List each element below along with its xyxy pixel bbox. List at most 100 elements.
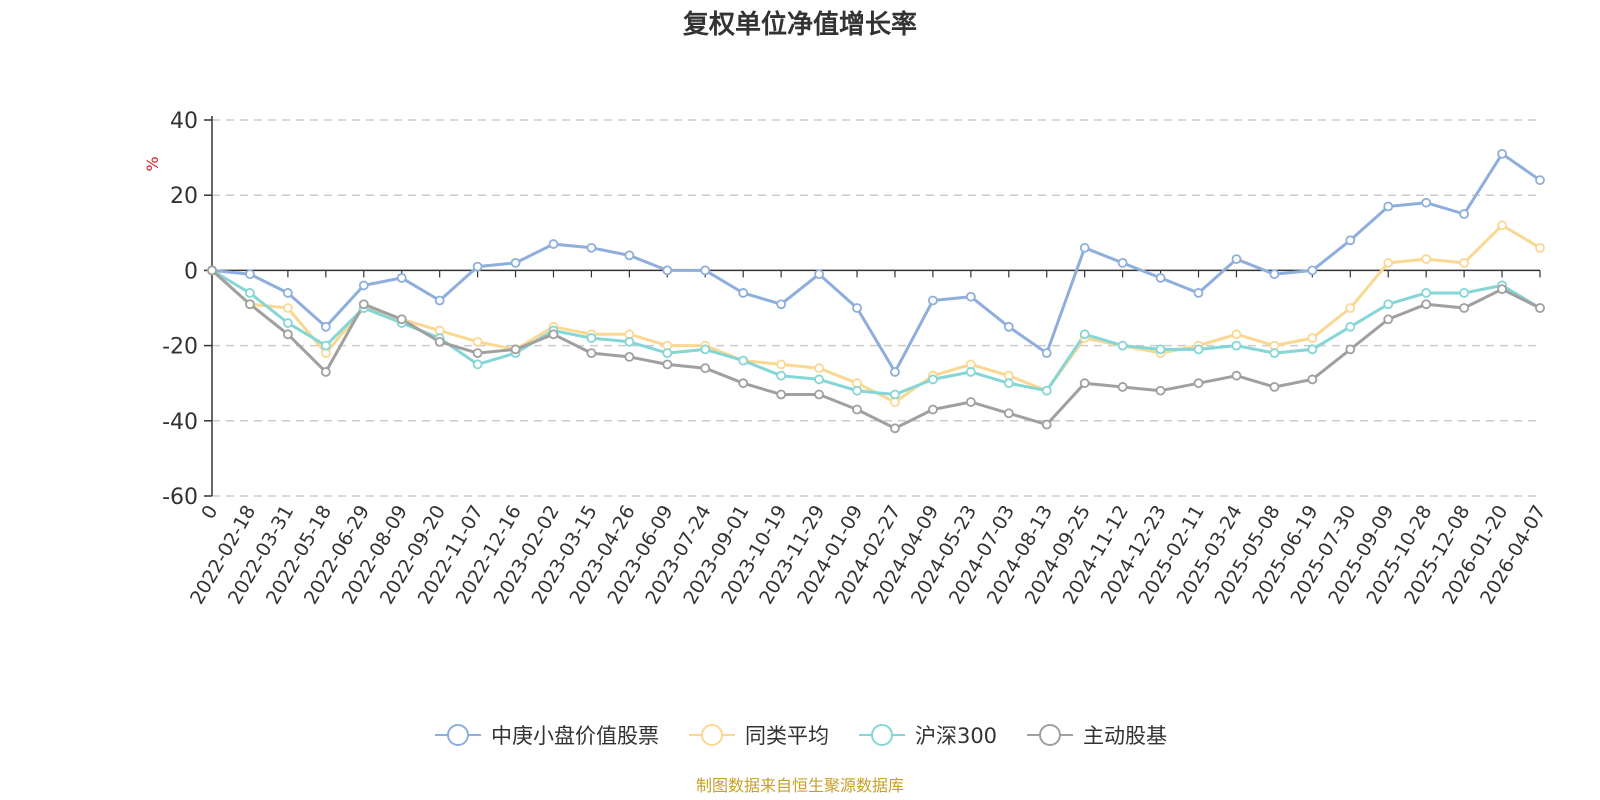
- x-tick-label: 0: [197, 502, 222, 523]
- data-point: [1497, 220, 1507, 231]
- data-point: [472, 359, 483, 370]
- series-line: [210, 268, 1542, 396]
- data-point: [320, 340, 331, 351]
- data-point: [472, 348, 483, 359]
- data-point: [1003, 408, 1014, 419]
- series-markers-3: [207, 265, 1545, 434]
- legend-marker-csi300-icon: [858, 724, 905, 746]
- y-axis-label: %: [143, 156, 162, 171]
- data-point: [1155, 273, 1166, 283]
- data-point: [1383, 314, 1394, 325]
- legend-marker-peer-average-icon: [688, 724, 735, 746]
- data-point: [472, 336, 483, 347]
- data-point: [1459, 209, 1470, 219]
- data-point: [1231, 329, 1242, 340]
- series-3: [210, 268, 1542, 430]
- data-point: [1307, 265, 1318, 276]
- legend-item-fund[interactable]: 中庚小盘价值股票: [433, 720, 659, 750]
- legend-label-active-equity: 主动股基: [1083, 724, 1168, 748]
- data-point: [1041, 385, 1052, 396]
- data-point: [434, 336, 445, 347]
- legend-marker-active-equity-icon: [1027, 724, 1074, 746]
- series-markers-0: [207, 148, 1545, 377]
- chart-title: 复权单位净值增长率: [682, 10, 917, 40]
- series-2: [210, 268, 1542, 396]
- data-point: [624, 351, 635, 362]
- data-point: [358, 299, 369, 310]
- data-point: [662, 265, 673, 276]
- legend-item-csi300[interactable]: 沪深300: [857, 720, 997, 750]
- data-point: [700, 265, 711, 276]
- data-point: [1231, 370, 1242, 381]
- data-point: [1307, 374, 1318, 385]
- series-1: [210, 223, 1542, 404]
- data-point: [1193, 344, 1204, 355]
- data-point: [1155, 385, 1166, 396]
- y-tick-label: -60: [162, 485, 198, 510]
- data-point: [586, 242, 597, 253]
- data-point: [548, 239, 559, 249]
- legend-item-peer-average[interactable]: 同类平均: [687, 720, 829, 750]
- data-point: [1497, 284, 1507, 295]
- data-point: [1345, 303, 1356, 313]
- data-point: [245, 299, 255, 310]
- legend-label-peer-average: 同类平均: [744, 724, 829, 748]
- data-point: [1079, 378, 1090, 389]
- data-point: [700, 363, 711, 374]
- data-point: [1041, 348, 1052, 359]
- series-line: [210, 223, 1542, 404]
- series-line: [210, 268, 1542, 430]
- data-point: [548, 329, 559, 340]
- data-point: [662, 359, 673, 370]
- data-point: [1269, 269, 1280, 280]
- data-point: [1269, 382, 1280, 392]
- y-tick-label: 40: [170, 109, 198, 134]
- data-point: [1117, 257, 1128, 268]
- data-point: [1231, 254, 1242, 265]
- data-point: [320, 321, 331, 332]
- data-point: [1079, 329, 1090, 340]
- data-point: [358, 280, 369, 291]
- data-point: [814, 269, 824, 280]
- data-point: [1383, 299, 1394, 310]
- data-point: [1345, 344, 1356, 355]
- data-point: [1269, 348, 1280, 359]
- data-point: [852, 404, 862, 415]
- data-point: [700, 344, 711, 355]
- data-point: [814, 374, 824, 385]
- data-point: [1459, 303, 1470, 313]
- data-point: [207, 265, 217, 276]
- data-point: [1535, 175, 1545, 186]
- data-point: [320, 367, 331, 377]
- data-point: [586, 348, 597, 359]
- data-point: [282, 303, 293, 313]
- data-point: [396, 273, 407, 283]
- legend-item-active-equity[interactable]: 主动股基: [1025, 720, 1167, 750]
- chart-legend: 中庚小盘价值股票 同类平均 沪深300 主动股基: [0, 720, 1600, 750]
- data-point: [662, 348, 673, 359]
- data-point: [814, 363, 824, 374]
- data-point: [852, 385, 862, 396]
- series-line: [210, 152, 1542, 374]
- data-point: [738, 288, 749, 298]
- data-point: [1117, 382, 1128, 392]
- data-point: [1383, 201, 1394, 212]
- data-point: [928, 404, 938, 415]
- data-point: [1307, 344, 1318, 355]
- data-point: [1155, 344, 1166, 355]
- data-point: [282, 288, 293, 298]
- data-point: [814, 389, 824, 400]
- data-point: [1421, 197, 1432, 208]
- legend-marker-fund-icon: [434, 724, 481, 746]
- y-tick-label: 0: [184, 259, 198, 284]
- y-tick-label: -20: [162, 335, 198, 360]
- data-point: [586, 333, 597, 343]
- data-point: [434, 295, 445, 306]
- data-point: [1421, 299, 1432, 310]
- data-point: [776, 370, 787, 381]
- data-point: [776, 359, 787, 370]
- data-point: [928, 374, 938, 385]
- data-point: [624, 336, 635, 347]
- data-point: [1003, 321, 1014, 332]
